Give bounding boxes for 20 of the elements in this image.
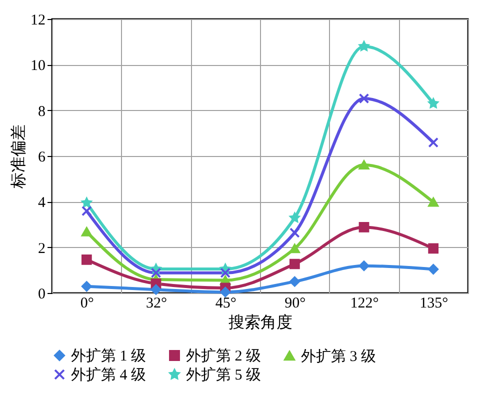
y-tick-label: 0: [38, 286, 46, 302]
x-tick-label: 90°: [284, 296, 306, 312]
y-tick-label: 10: [30, 58, 46, 74]
y-tick-label: 4: [38, 195, 46, 212]
x-tick-label: 0°: [80, 296, 94, 312]
y-tick-label: 2: [38, 240, 46, 257]
legend-label: 外扩第 1 级: [71, 348, 146, 365]
legend-label: 外扩第 3 级: [301, 348, 376, 365]
legend-label: 外扩第 5 级: [186, 366, 261, 384]
x-tick-label: 135°: [420, 296, 448, 312]
legend-label: 外扩第 4 级: [71, 366, 146, 384]
y-tick-label: 12: [30, 12, 46, 28]
x-axis-title: 搜索角度: [228, 314, 292, 332]
x-tick-label: 32°: [146, 296, 167, 312]
y-tick-label: 6: [38, 150, 46, 166]
y-axis-title: 标准偏差: [10, 124, 28, 190]
x-tick-label: 122°: [350, 296, 379, 312]
legend-label: 外扩第 2 级: [186, 348, 261, 365]
y-tick-label: 8: [38, 104, 46, 120]
x-tick-label: 45°: [215, 296, 236, 312]
